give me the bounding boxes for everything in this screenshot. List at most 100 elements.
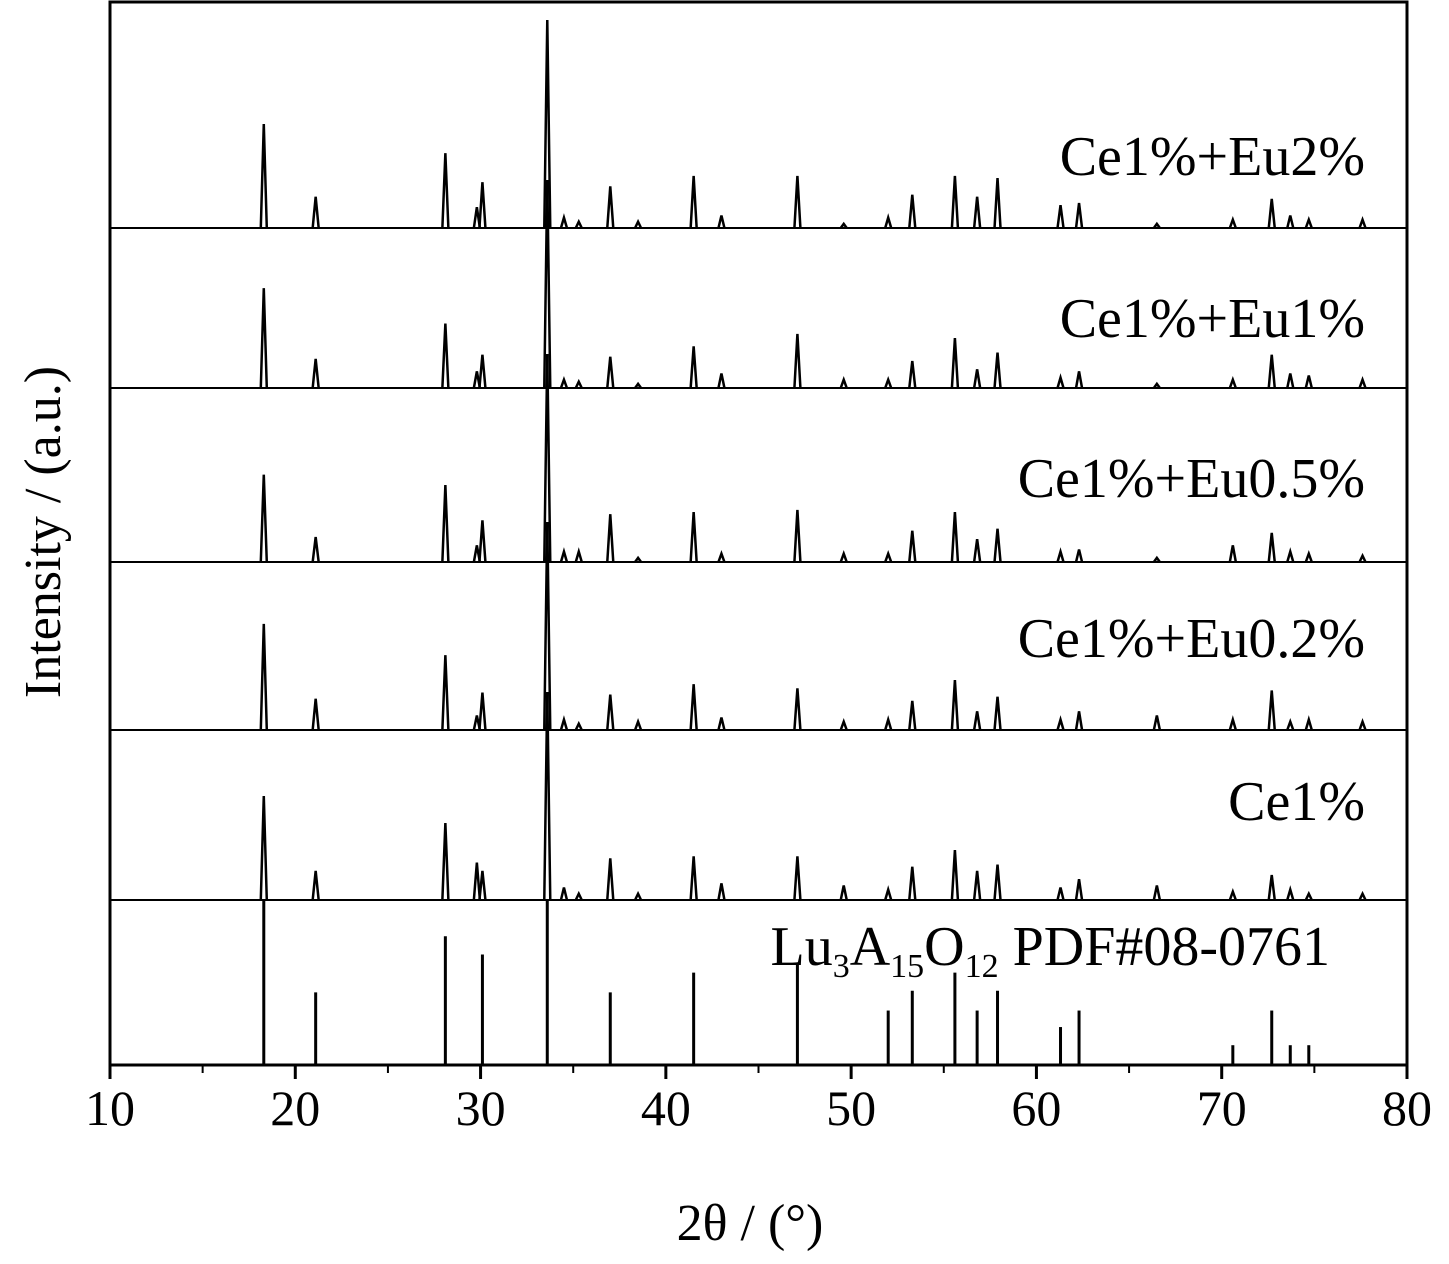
peak (993, 352, 1002, 389)
peak (1304, 890, 1313, 901)
peak (543, 179, 552, 389)
peak (1267, 198, 1276, 229)
peak (689, 512, 698, 563)
peak (1152, 221, 1161, 229)
peak (950, 175, 960, 229)
peak (1286, 717, 1295, 731)
peak (259, 623, 269, 731)
peak (478, 354, 487, 389)
peak (543, 19, 552, 229)
peak (972, 538, 982, 563)
peak (606, 186, 615, 229)
peak (1228, 715, 1238, 731)
peak (1152, 885, 1162, 901)
peak (559, 213, 569, 229)
peak (839, 717, 848, 731)
peak (1074, 371, 1084, 389)
peak (883, 885, 893, 901)
peak (1074, 549, 1084, 563)
peak (689, 346, 698, 389)
peak (606, 356, 615, 389)
reference-label-part: Lu (770, 916, 832, 978)
peak (1304, 215, 1313, 229)
peak (1074, 879, 1084, 901)
peak (950, 850, 960, 901)
peak (259, 123, 269, 229)
peak (972, 369, 982, 389)
peak (634, 381, 643, 389)
peak (574, 547, 583, 563)
peak (993, 864, 1002, 901)
peak (972, 711, 982, 731)
peak (311, 870, 320, 901)
series-label: Ce1% (1228, 771, 1365, 833)
peak (259, 795, 269, 901)
x-axis-label: 2θ / (°) (677, 1195, 824, 1252)
x-tick-label: 80 (1382, 1080, 1432, 1136)
peak (793, 688, 802, 731)
peak (993, 178, 1002, 229)
peak (633, 218, 643, 229)
peak (633, 717, 643, 731)
peak (478, 182, 487, 229)
x-tick-label: 50 (826, 1080, 876, 1136)
peak (1267, 690, 1276, 731)
peak (839, 375, 848, 389)
peak (441, 323, 450, 389)
peak (441, 655, 450, 731)
peak (717, 373, 726, 389)
peak (606, 694, 615, 731)
peak (950, 338, 960, 389)
peak (1056, 373, 1065, 389)
peak (559, 715, 569, 731)
peak (441, 484, 450, 563)
peak (793, 333, 802, 389)
peak (839, 549, 848, 563)
peak (478, 692, 487, 731)
peak (993, 528, 1002, 563)
peak (1358, 375, 1367, 389)
peak (259, 288, 269, 389)
peak (574, 378, 583, 389)
x-tick-label: 20 (270, 1080, 320, 1136)
peak (543, 353, 552, 563)
peak (689, 175, 698, 229)
peak (1358, 215, 1367, 229)
peak (559, 375, 569, 389)
peak (1074, 711, 1084, 731)
x-tick-label: 70 (1197, 1080, 1247, 1136)
peak (717, 717, 726, 731)
peak (1267, 354, 1276, 389)
peak (884, 375, 893, 389)
reference-label-part: 15 (890, 948, 924, 985)
peak (1056, 715, 1065, 731)
peak (793, 856, 802, 901)
peak (559, 887, 569, 901)
reference-label-part: A (850, 916, 891, 978)
peak (606, 514, 615, 563)
peak (311, 698, 320, 731)
peak (543, 521, 552, 731)
peak (1286, 215, 1295, 229)
peak (1286, 885, 1295, 901)
peak (1056, 547, 1065, 563)
peak (606, 858, 615, 901)
peak (793, 175, 802, 229)
peak (1056, 204, 1065, 229)
peak (908, 360, 917, 389)
peak (311, 196, 320, 229)
peak (1228, 545, 1238, 563)
peak (908, 700, 917, 731)
peak (1267, 874, 1276, 901)
peak (1152, 381, 1161, 389)
peak (839, 885, 848, 901)
reference-label-part: 12 (965, 948, 999, 985)
peak (1286, 547, 1295, 563)
peak (1152, 555, 1161, 563)
peak (689, 856, 698, 901)
peak (717, 215, 726, 229)
peak (1152, 715, 1162, 731)
series-label: Ce1%+Eu1% (1060, 288, 1365, 350)
peak (972, 870, 982, 901)
